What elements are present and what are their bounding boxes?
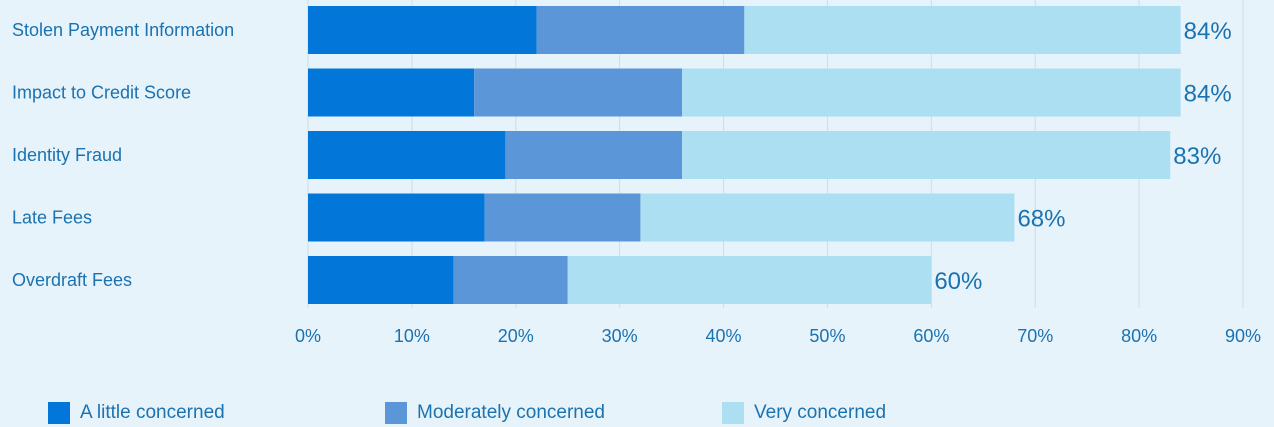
- total-label-late-fees: 68%: [1017, 206, 1065, 233]
- chart-canvas: 0% 10% 20% 30% 40% 50% 60% 70% 80% 90% Stolen Paym…: [12, 0, 1261, 346]
- x-tick-label-3: 30%: [602, 326, 638, 346]
- bar-segment-identity-fraud-s1: [505, 131, 682, 179]
- category-label-late-fees: Late Fees: [12, 208, 92, 228]
- bar-segment-overdraft-fees-s1: [453, 256, 568, 304]
- bar-segment-overdraft-fees-s0: [308, 256, 454, 304]
- bar-segment-late-fees-s2: [640, 193, 1015, 242]
- bar-segment-stolen-payment-information-s0: [308, 6, 537, 54]
- legend-item-very-concerned: Very concerned: [722, 400, 886, 426]
- bar-segment-identity-fraud-s0: [308, 131, 506, 179]
- bar-segment-late-fees-s1: [484, 193, 641, 242]
- bar-segment-late-fees-s0: [308, 193, 485, 242]
- x-tick-label-9: 90%: [1225, 326, 1261, 346]
- bar-segment-overdraft-fees-s2: [567, 256, 932, 304]
- bar-segment-identity-fraud-s2: [682, 131, 1171, 179]
- legend-item-a-little-concerned: A little concerned: [48, 400, 225, 426]
- bar-segment-impact-to-credit-score-s0: [308, 68, 475, 117]
- bar-segment-impact-to-credit-score-s2: [682, 68, 1181, 117]
- bar-segment-stolen-payment-information-s1: [536, 6, 745, 54]
- x-tick-label-2: 20%: [498, 326, 534, 346]
- category-label-identity-fraud: Identity Fraud: [12, 145, 122, 165]
- total-label-overdraft-fees: 60%: [934, 268, 982, 295]
- x-tick-label-7: 70%: [1017, 326, 1053, 346]
- total-label-stolen-payment-information: 84%: [1184, 18, 1232, 45]
- total-label-impact-to-credit-score: 84%: [1184, 81, 1232, 108]
- legend-swatch-moderately-concerned: [385, 402, 407, 424]
- x-tick-label-8: 80%: [1121, 326, 1157, 346]
- bar-segment-stolen-payment-information-s2: [744, 6, 1181, 54]
- legend-swatch-a-little-concerned: [48, 402, 70, 424]
- legend-label-a-little-concerned: A little concerned: [80, 402, 225, 423]
- category-label-impact-to-credit-score: Impact to Credit Score: [12, 83, 191, 103]
- legend-swatch-very-concerned: [722, 402, 744, 424]
- legend-item-moderately-concerned: Moderately concerned: [385, 400, 605, 426]
- x-tick-label-5: 50%: [809, 326, 845, 346]
- bar-segment-impact-to-credit-score-s1: [474, 68, 682, 117]
- legend-label-very-concerned: Very concerned: [754, 402, 887, 423]
- x-tick-label-0: 0%: [295, 326, 321, 346]
- x-tick-label-4: 40%: [706, 326, 742, 346]
- total-label-identity-fraud: 83%: [1173, 143, 1221, 170]
- legend-label-moderately-concerned: Moderately concerned: [417, 402, 605, 423]
- category-label-stolen-payment-information: Stolen Payment Information: [12, 20, 234, 40]
- x-tick-label-1: 10%: [394, 326, 430, 346]
- category-label-overdraft-fees: Overdraft Fees: [12, 270, 132, 290]
- x-tick-label-6: 60%: [913, 326, 949, 346]
